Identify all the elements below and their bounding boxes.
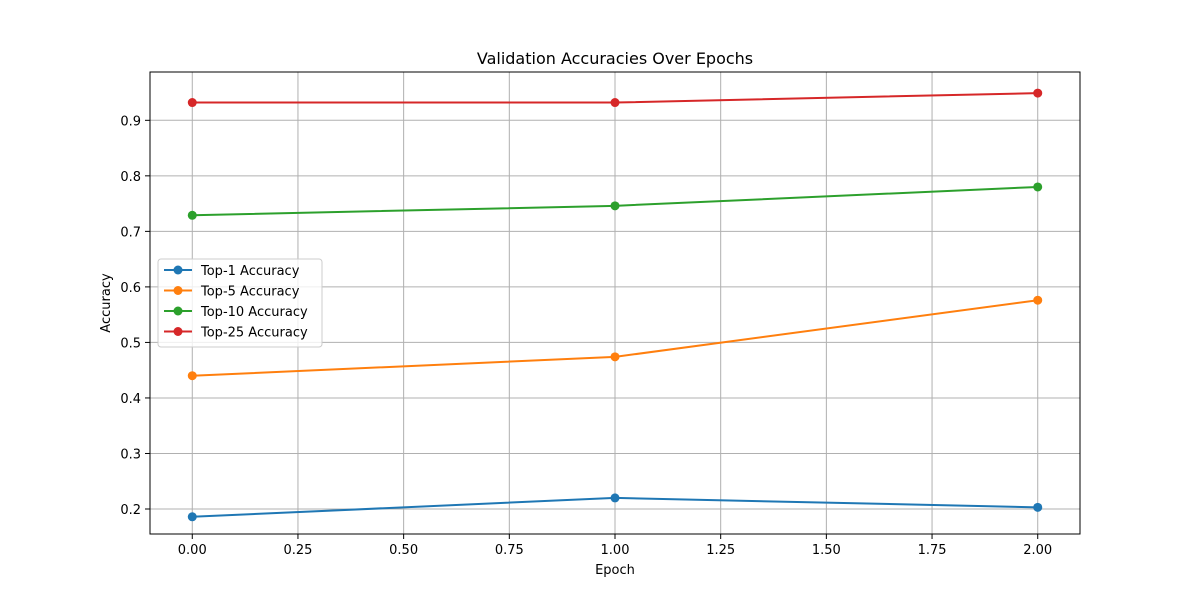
x-tick-label: 1.25 (706, 543, 735, 558)
data-point (1033, 295, 1043, 305)
y-tick-label: 0.8 (120, 170, 141, 185)
data-point (1033, 88, 1043, 98)
x-tick-label: 0.50 (389, 543, 418, 558)
data-point (610, 98, 620, 108)
y-tick-label: 0.2 (120, 503, 141, 518)
grid-lines (150, 72, 1080, 534)
legend-swatch-marker (173, 265, 183, 275)
y-tick-label: 0.3 (120, 447, 141, 462)
legend-swatch-marker (173, 286, 183, 295)
x-tick-label: 0.00 (178, 543, 207, 558)
x-tick-label: 2.00 (1023, 543, 1052, 558)
data-point (610, 201, 620, 211)
y-tick-label: 0.4 (120, 392, 141, 407)
plot-frame (149, 71, 1081, 535)
x-tick-label: 1.50 (812, 543, 841, 558)
data-point (187, 98, 197, 108)
legend-entry: Top-10 Accuracy (200, 305, 308, 320)
data-point (1033, 502, 1043, 512)
legend-box (157, 258, 323, 348)
y-tick-label: 0.7 (120, 225, 141, 240)
chart-title: Validation Accuracies Over Epochs (477, 49, 753, 68)
legend: Top-1 Accuracy Top-5 Accuracy Top-10 Accur… (157, 258, 323, 348)
series-layer (187, 88, 1043, 522)
x-tick-label: 1.00 (601, 543, 630, 558)
data-point (610, 352, 620, 362)
data-point (187, 371, 197, 381)
legend-swatch-marker (173, 306, 183, 316)
data-point (187, 512, 197, 522)
axis-ticks: 0.00 0.25 0.50 0.75 1.00 1.25 1.50 1.75 2.00 0.2 0… (120, 114, 1052, 558)
data-point (187, 210, 197, 220)
legend-swatch-marker (173, 327, 183, 336)
y-tick-label: 0.5 (120, 336, 141, 351)
x-axis-label: Epoch (595, 563, 635, 578)
data-point (1033, 182, 1043, 192)
y-tick-label: 0.6 (120, 281, 141, 296)
x-tick-label: 1.75 (918, 543, 947, 558)
x-tick-label: 0.25 (283, 543, 312, 558)
y-axis-label: Accuracy (99, 273, 114, 333)
x-tick-label: 0.75 (495, 543, 524, 558)
legend-entry: Top-5 Accuracy (200, 285, 300, 300)
legend-entry: Top-25 Accuracy (200, 326, 308, 341)
data-point (610, 493, 620, 503)
y-tick-label: 0.9 (120, 114, 141, 129)
legend-entry: Top-1 Accuracy (200, 264, 300, 279)
